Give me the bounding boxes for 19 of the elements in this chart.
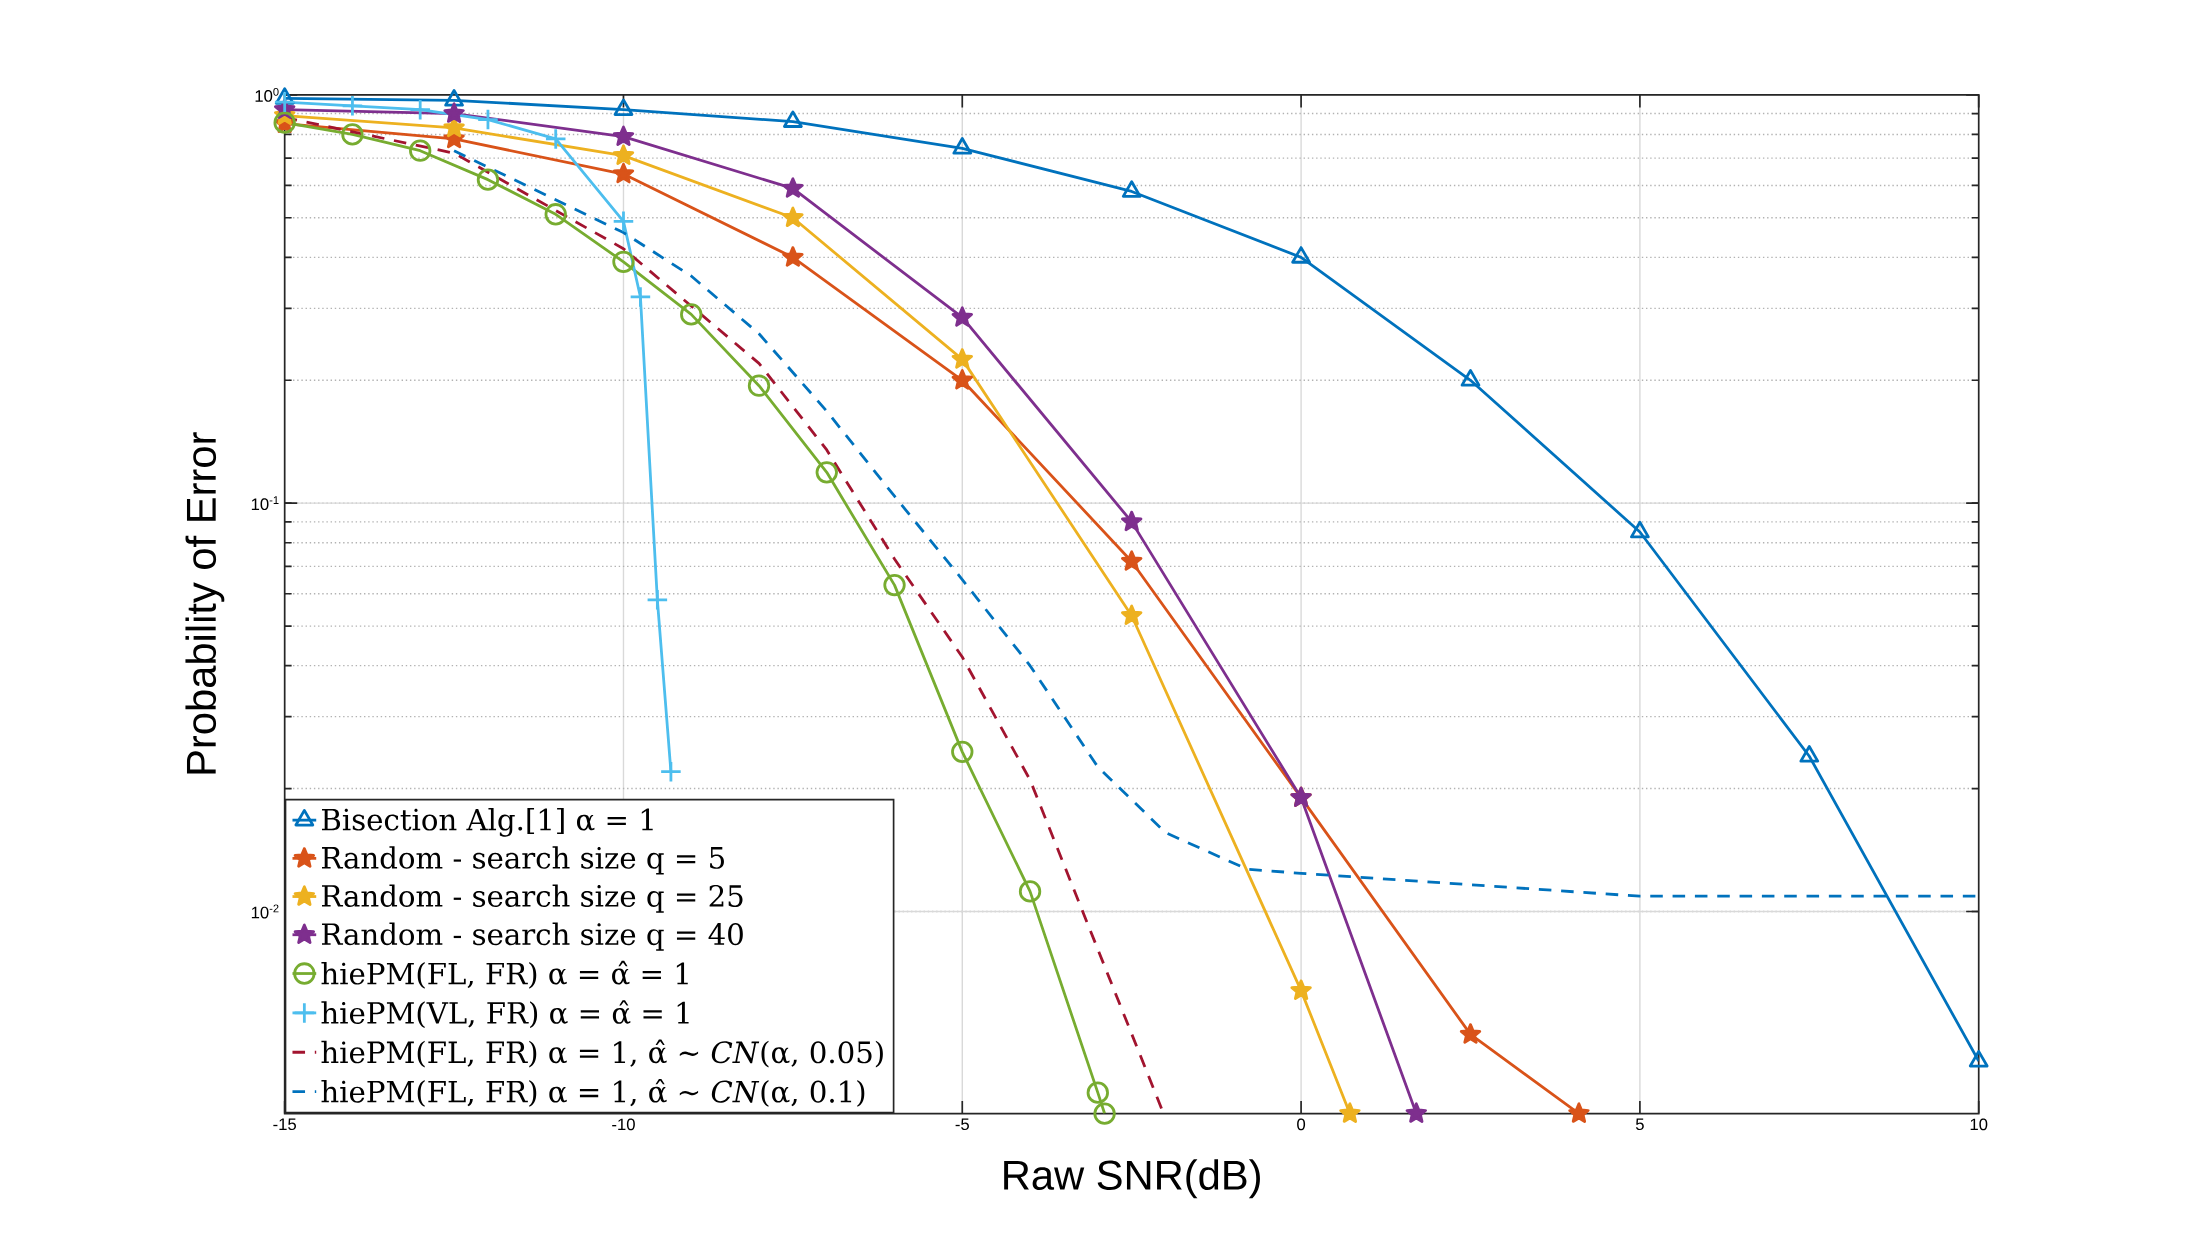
y-axis-title: Probability of Error: [185, 432, 225, 774]
legend-label: hiePM(FL, FR) α = α̂ = 1: [321, 960, 688, 989]
x-axis-title: Raw SNR(dB): [1004, 1159, 1260, 1199]
x-tick-label: 10: [1970, 1118, 1988, 1131]
x-tick-label: -15: [273, 1118, 297, 1131]
x-tick-label: -10: [612, 1118, 635, 1131]
x-tick-label: -5: [955, 1118, 969, 1131]
y-tick-label: 10$^{0}$: [255, 87, 279, 102]
legend-label: Random - search size q = 5: [322, 846, 724, 875]
legend-label: hiePM(VL, FR) α = α̂ = 1: [321, 1000, 689, 1029]
legend-label: Random - search size q = 25: [322, 884, 743, 913]
x-tick-label: 5: [1635, 1118, 1644, 1131]
legend-label: hiePM(FL, FR) α = 1, α̂ ∼ CN(α, 0.1): [321, 1078, 865, 1107]
x-tick-label: 0: [1297, 1118, 1306, 1131]
legend-label: Random - search size q = 40: [322, 922, 743, 951]
legend-label: Bisection Alg.[1] α = 1: [322, 807, 653, 837]
y-tick-label: 10$^{-1}$: [251, 496, 279, 511]
legend-label: hiePM(FL, FR) α = 1, α̂ ∼ CN(α, 0.05): [321, 1039, 883, 1068]
y-tick-label: 10$^{-2}$: [251, 904, 279, 919]
